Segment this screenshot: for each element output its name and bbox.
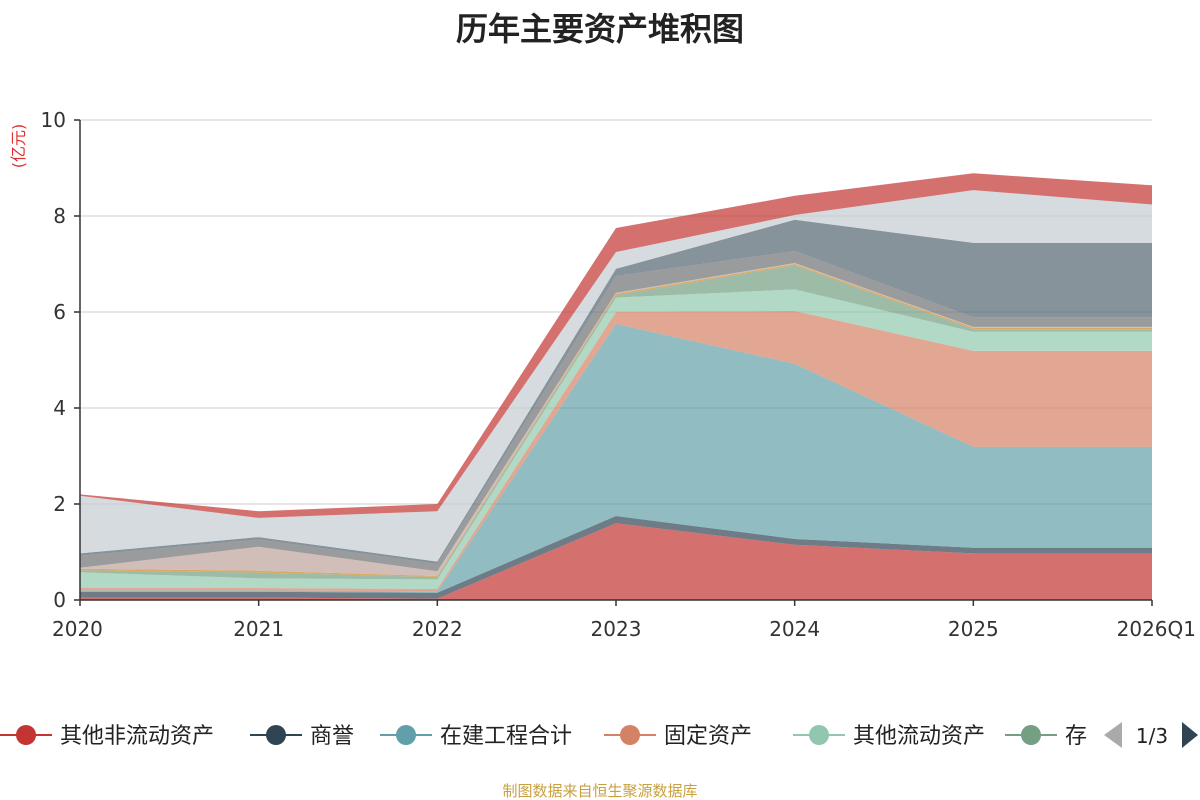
y-tick-label: 2 [53, 492, 66, 516]
legend-page-indicator: 1/3 [1136, 724, 1168, 748]
legend-item[interactable]: 其他非流动资产 [0, 724, 214, 749]
area-series-group [80, 173, 1152, 600]
x-tick-label: 2026Q1 [1117, 617, 1196, 641]
legend-circle-icon [620, 725, 640, 745]
x-tick-label: 2023 [591, 617, 642, 641]
legend-label: 存 [1065, 724, 1087, 749]
legend-item[interactable]: 商誉 [250, 724, 354, 749]
legend-label: 固定资产 [664, 724, 752, 749]
y-tick-label: 4 [53, 396, 66, 420]
legend-circle-icon [16, 725, 36, 745]
y-axis-unit-label: (亿元) [9, 124, 28, 169]
legend-item[interactable]: 在建工程合计 [380, 724, 572, 749]
legend-circle-icon [1021, 725, 1041, 745]
y-tick-label: 8 [53, 204, 66, 228]
legend-label: 在建工程合计 [440, 724, 572, 749]
legend-next-page-icon[interactable] [1182, 722, 1198, 748]
legend-circle-icon [266, 725, 286, 745]
legend-label: 其他非流动资产 [60, 724, 214, 749]
source-note: 制图数据来自恒生聚源数据库 [502, 782, 697, 800]
x-tick-label: 2022 [412, 617, 463, 641]
y-tick-label: 0 [53, 588, 66, 612]
legend-item[interactable]: 其他流动资产 [793, 724, 985, 749]
area-series-10 [80, 190, 1152, 562]
legend-items: 其他非流动资产 商誉 在建工程合计 固定资产 其他流动资产 存 [0, 724, 1087, 749]
area-series-3 [80, 311, 1152, 592]
y-tick-label: 10 [41, 108, 66, 132]
legend-label: 商誉 [310, 724, 354, 749]
x-tick-label: 2025 [948, 617, 999, 641]
area-series-2 [80, 324, 1152, 593]
legend-item[interactable]: 固定资产 [604, 724, 752, 749]
axes: 2020 2021 2022 2023 2024 2025 2026Q1 [52, 119, 1196, 641]
area-series-0 [80, 523, 1152, 600]
legend-label: 其他流动资产 [853, 724, 985, 749]
x-tick-label: 2021 [233, 617, 284, 641]
area-series-9 [80, 219, 1152, 565]
y-tick-label: 6 [53, 300, 66, 324]
area-series-11 [80, 173, 1152, 518]
x-tick-label: 2024 [769, 617, 820, 641]
legend: 其他非流动资产 商誉 在建工程合计 固定资产 其他流动资产 存 1/3 [0, 722, 1198, 749]
legend-item[interactable]: 存 [1005, 724, 1087, 749]
x-tick-label: 2020 [52, 617, 103, 641]
chart-title: 历年主要资产堆积图 [456, 10, 744, 48]
legend-prev-page-icon[interactable] [1104, 722, 1122, 748]
legend-circle-icon [809, 725, 829, 745]
legend-circle-icon [396, 725, 416, 745]
